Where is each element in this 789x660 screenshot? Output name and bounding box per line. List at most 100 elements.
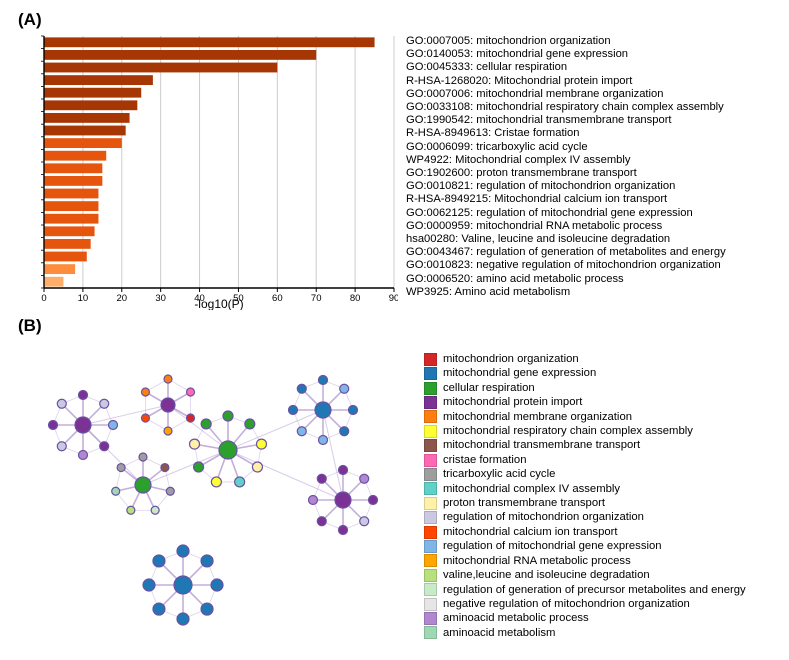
legend-item: aminoacid metabolism [424, 626, 746, 640]
legend-swatch [424, 396, 437, 409]
bar [44, 88, 141, 98]
legend-item: regulation of mitochondrial gene express… [424, 539, 746, 553]
legend-label: mitochondrial calcium ion transport [443, 525, 618, 539]
network-node [57, 399, 66, 408]
network-node [252, 462, 262, 472]
network-node [319, 436, 328, 445]
legend-item: mitochondrial protein import [424, 395, 746, 409]
enrichment-term: GO:0010823: negative regulation of mitoc… [406, 259, 726, 272]
panel-b-label: (B) [18, 316, 771, 336]
enrichment-term: GO:0006520: amino acid metabolic process [406, 273, 726, 286]
bar [44, 37, 375, 47]
legend-swatch [424, 410, 437, 423]
network-node [245, 419, 255, 429]
svg-text:-log10(P): -log10(P) [194, 297, 243, 310]
enrichment-term: R-HSA-8949215: Mitochondrial calcium ion… [406, 193, 726, 206]
legend-label: cellular respiration [443, 381, 535, 395]
svg-text:0: 0 [41, 293, 46, 304]
network-hub [75, 417, 91, 433]
bar [44, 277, 63, 287]
panel-b: mitochondrion organizationmitochondrial … [18, 350, 771, 650]
network-node [166, 487, 174, 495]
network-node [211, 477, 221, 487]
legend-item: proton transmembrane transport [424, 496, 746, 510]
legend-swatch [424, 497, 437, 510]
panel-a-label: (A) [18, 10, 771, 30]
bar [44, 176, 102, 186]
enrichment-bar-chart: 0102030405060708090-log10(P) [18, 32, 398, 310]
network-hub [174, 576, 192, 594]
enrichment-term: GO:1902600: proton transmembrane transpo… [406, 167, 726, 180]
network-node [153, 603, 165, 615]
legend-label: aminoacid metabolism [443, 626, 555, 640]
legend-item: mitochondrion organization [424, 352, 746, 366]
network-hub [219, 441, 237, 459]
legend-item: cellular respiration [424, 381, 746, 395]
bar [44, 163, 102, 173]
bar [44, 50, 316, 60]
network-node [127, 506, 135, 514]
network-node [161, 464, 169, 472]
legend-item: negative regulation of mitochondrion org… [424, 597, 746, 611]
legend-swatch [424, 425, 437, 438]
legend-swatch [424, 540, 437, 553]
legend-item: mitochondrial membrane organization [424, 410, 746, 424]
network-node [309, 496, 318, 505]
network-node [117, 464, 125, 472]
legend-label: mitochondrion organization [443, 352, 579, 366]
legend-swatch [424, 612, 437, 625]
network-node [211, 579, 223, 591]
enrichment-term: GO:0006099: tricarboxylic acid cycle [406, 141, 726, 154]
network-node [164, 375, 172, 383]
panel-a: 0102030405060708090-log10(P) GO:0007005:… [18, 32, 771, 310]
legend-item: mitochondrial transmembrane transport [424, 438, 746, 452]
network-hub [135, 477, 151, 493]
network-node [297, 384, 306, 393]
svg-text:60: 60 [272, 293, 283, 304]
legend-label: negative regulation of mitochondrion org… [443, 597, 690, 611]
bar [44, 239, 91, 249]
legend-item: aminoacid metabolic process [424, 611, 746, 625]
enrichment-term: GO:0007005: mitochondrion organization [406, 35, 726, 48]
enrichment-term: WP3925: Amino acid metabolism [406, 286, 726, 299]
legend-label: cristae formation [443, 453, 527, 467]
legend-swatch [424, 382, 437, 395]
network-node [360, 474, 369, 483]
network-node [164, 427, 172, 435]
enrichment-term: GO:0140053: mitochondrial gene expressio… [406, 48, 726, 61]
legend-label: proton transmembrane transport [443, 496, 605, 510]
legend-label: mitochondrial complex IV assembly [443, 482, 620, 496]
legend-swatch [424, 454, 437, 467]
enrichment-term: GO:1990542: mitochondrial transmembrane … [406, 114, 726, 127]
network-node [319, 376, 328, 385]
legend-item: mitochondrial gene expression [424, 366, 746, 380]
bar [44, 126, 126, 136]
network-node [201, 555, 213, 567]
svg-text:90: 90 [389, 293, 398, 304]
bar [44, 138, 122, 148]
network-node [79, 391, 88, 400]
enrichment-term: hsa00280: Valine, leucine and isoleucine… [406, 233, 726, 246]
legend-swatch [424, 626, 437, 639]
network-node [49, 421, 58, 430]
network-node [201, 419, 211, 429]
network-node [289, 406, 298, 415]
network-node [369, 496, 378, 505]
legend-label: mitochondrial gene expression [443, 366, 596, 380]
network-node [177, 545, 189, 557]
network-diagram [18, 350, 418, 650]
legend-swatch [424, 353, 437, 366]
bar [44, 226, 95, 236]
network-node [256, 439, 266, 449]
network-hub [315, 402, 331, 418]
network-node [100, 442, 109, 451]
legend-label: aminoacid metabolic process [443, 611, 589, 625]
enrichment-term-list: GO:0007005: mitochondrion organizationGO… [406, 35, 726, 299]
legend-label: mitochondrial transmembrane transport [443, 438, 640, 452]
network-node [151, 506, 159, 514]
network-node [141, 414, 149, 422]
enrichment-term: GO:0045333: cellular respiration [406, 61, 726, 74]
bar [44, 100, 137, 110]
legend-item: mitochondrial RNA metabolic process [424, 554, 746, 568]
enrichment-term: GO:0043467: regulation of generation of … [406, 246, 726, 259]
